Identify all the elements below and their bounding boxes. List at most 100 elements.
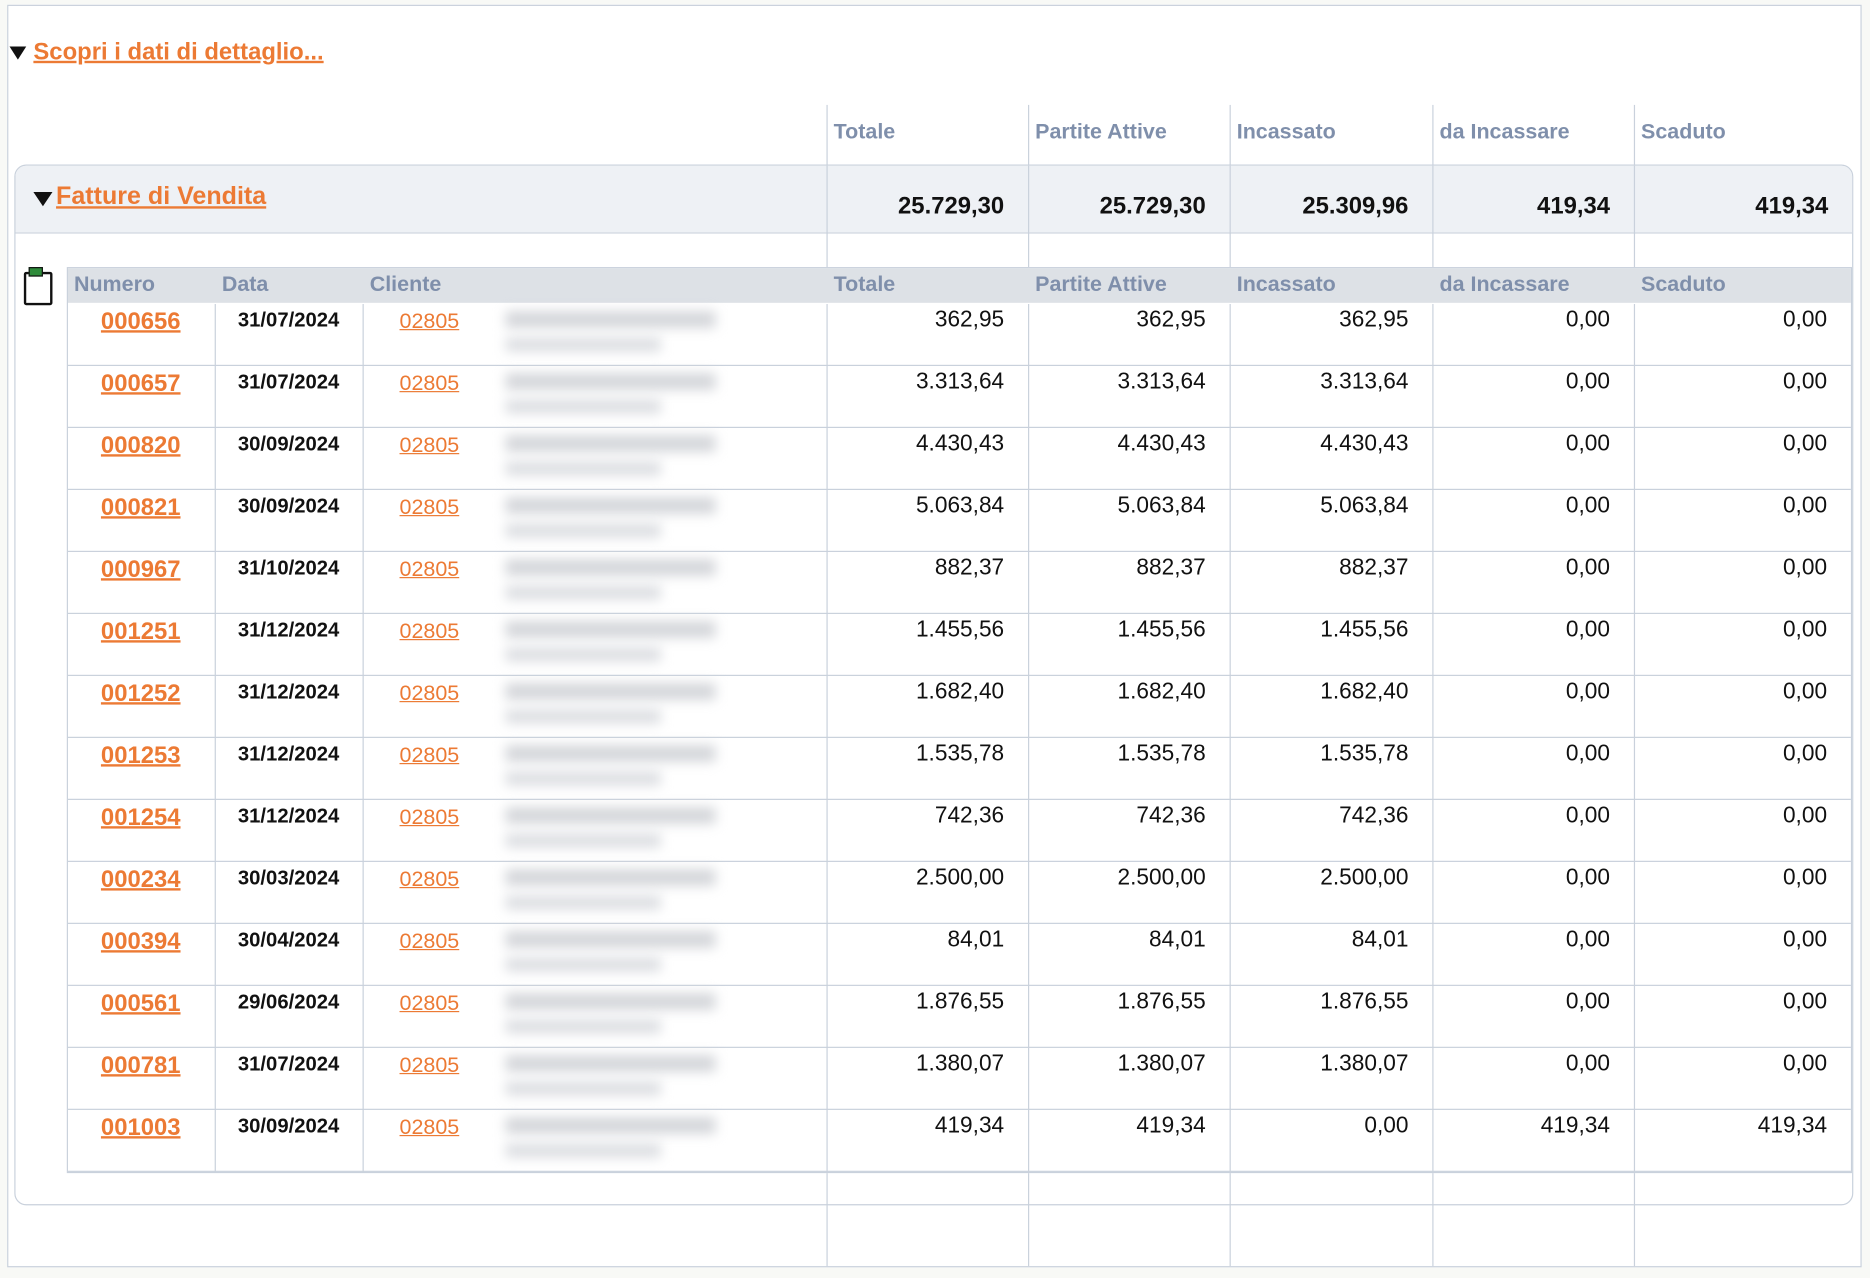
invoice-date: 31/12/2024 — [237, 804, 340, 828]
amount: 0,00 — [1565, 431, 1611, 457]
amount: 419,34 — [1136, 1113, 1206, 1139]
cell-separator — [1028, 861, 1030, 924]
invoice-number[interactable]: 001252 — [100, 680, 181, 707]
client-code[interactable]: 02805 — [399, 618, 460, 643]
column-separator — [1432, 165, 1434, 234]
cell-separator — [826, 304, 828, 367]
cell-separator — [1028, 675, 1030, 738]
cell-separator — [1432, 861, 1434, 924]
cell-separator — [1633, 366, 1636, 428]
invoice-number[interactable]: 001003 — [100, 1114, 181, 1141]
expand-arrow[interactable] — [9, 46, 27, 60]
cell-separator — [1028, 1109, 1030, 1172]
cell-separator — [362, 304, 364, 367]
cell-separator — [826, 366, 828, 428]
cell-separator — [362, 489, 364, 552]
invoice-number[interactable]: 000657 — [100, 370, 181, 398]
cell-separator — [1229, 923, 1231, 986]
client-code[interactable]: 02805 — [399, 866, 460, 891]
client-code[interactable]: 02805 — [399, 990, 460, 1015]
client-name-blurred — [505, 1081, 661, 1096]
detail-column-header: Cliente — [369, 271, 442, 296]
cell-separator — [214, 675, 216, 738]
amount: 1.535,78 — [1320, 741, 1409, 767]
invoice-number[interactable]: 000967 — [100, 556, 181, 583]
client-code[interactable]: 02805 — [399, 1114, 460, 1139]
client-code[interactable]: 02805 — [399, 1052, 460, 1077]
amount: 0,00 — [1782, 741, 1828, 767]
client-code[interactable]: 02805 — [399, 432, 460, 457]
invoice-number[interactable]: 000656 — [100, 308, 181, 336]
amount: 1.455,56 — [915, 617, 1005, 643]
row-separator — [67, 426, 1851, 428]
client-code[interactable]: 02805 — [399, 370, 460, 395]
invoice-date: 30/09/2024 — [237, 494, 340, 518]
invoice-number[interactable]: 000561 — [100, 990, 181, 1017]
amount: 0,00 — [1565, 927, 1611, 953]
amount: 0,00 — [1565, 555, 1611, 581]
detail-link[interactable]: Scopri i dati di dettaglio... — [33, 39, 324, 66]
invoice-number[interactable]: 001251 — [100, 618, 181, 645]
cell-separator — [1028, 489, 1030, 552]
amount: 1.535,78 — [1117, 741, 1206, 767]
cell-separator — [1633, 551, 1636, 614]
client-code[interactable]: 02805 — [399, 494, 460, 519]
client-code[interactable]: 02805 — [399, 804, 460, 829]
client-name-blurred — [505, 1055, 716, 1072]
client-name-blurred — [505, 1117, 716, 1134]
invoice-number[interactable]: 000234 — [100, 866, 181, 893]
export-icon[interactable] — [23, 271, 53, 306]
amount: 0,00 — [1782, 493, 1828, 519]
invoice-number[interactable]: 000820 — [100, 432, 181, 459]
section-title[interactable]: Fatture di Vendita — [56, 182, 267, 210]
client-name-blurred — [505, 621, 716, 638]
row-separator — [67, 860, 1851, 862]
client-code[interactable]: 02805 — [399, 556, 460, 581]
amount: 0,00 — [1565, 307, 1611, 333]
invoice-number[interactable]: 001253 — [100, 742, 181, 769]
detail-column-header: Totale — [833, 271, 896, 296]
invoice-number[interactable]: 000821 — [100, 494, 181, 521]
section-arrow[interactable] — [33, 191, 53, 207]
client-name-blurred — [505, 869, 716, 886]
amount: 5.063,84 — [915, 493, 1005, 519]
cell-separator — [1633, 1047, 1636, 1110]
amount: 742,36 — [934, 803, 1005, 829]
cell-separator — [826, 551, 828, 614]
amount: 84,01 — [1149, 927, 1206, 953]
cell-separator — [1633, 923, 1636, 986]
client-name-blurred — [505, 1143, 661, 1158]
client-code[interactable]: 02805 — [399, 680, 460, 705]
column-header: Partite Attive — [1035, 119, 1167, 144]
cell-separator — [1028, 799, 1030, 862]
invoice-number[interactable]: 000394 — [100, 928, 181, 955]
row-separator — [67, 674, 1851, 676]
column-separator — [1229, 165, 1231, 234]
cell-separator — [362, 1047, 364, 1110]
amount: 1.876,55 — [915, 989, 1005, 1015]
client-code[interactable]: 02805 — [399, 928, 460, 953]
invoice-number[interactable]: 000781 — [100, 1052, 181, 1079]
amount: 1.682,40 — [915, 679, 1005, 705]
cell-separator — [1633, 861, 1636, 924]
amount: 4.430,43 — [1117, 431, 1206, 457]
cell-separator — [1229, 985, 1231, 1048]
client-name-blurred — [505, 399, 661, 414]
cell-separator — [826, 985, 828, 1048]
cell-separator — [1432, 675, 1434, 738]
cell-separator — [826, 799, 828, 862]
export-icon-tab[interactable] — [28, 267, 43, 277]
cell-separator — [362, 799, 364, 862]
column-separator — [1633, 165, 1636, 234]
amount: 2.500,00 — [1117, 865, 1206, 891]
row-separator — [67, 488, 1851, 490]
cell-separator — [214, 985, 216, 1048]
client-code[interactable]: 02805 — [399, 308, 460, 333]
invoice-number[interactable]: 001254 — [100, 804, 181, 831]
client-code[interactable]: 02805 — [399, 742, 460, 767]
invoice-date: 31/07/2024 — [237, 370, 340, 394]
cell-separator — [362, 675, 364, 738]
client-name-blurred — [505, 957, 661, 972]
column-header: Totale — [833, 119, 896, 144]
